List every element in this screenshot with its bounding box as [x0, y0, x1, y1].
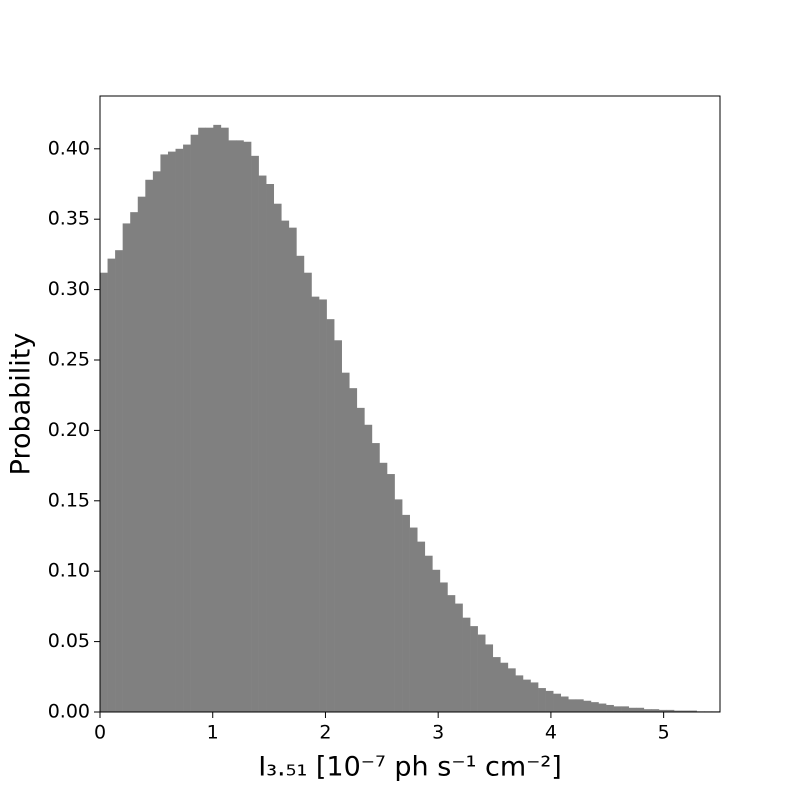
bar: [213, 124, 222, 712]
bar: [507, 668, 516, 712]
bar: [689, 710, 697, 712]
bar: [621, 706, 629, 712]
bar: [296, 255, 305, 713]
bar: [228, 140, 237, 713]
bar: [349, 388, 358, 712]
bar: [590, 702, 599, 712]
bar: [122, 223, 131, 712]
x-axis-label: I₃.₅₁ [10⁻⁷ ph s⁻¹ cm⁻²]: [258, 752, 561, 783]
bar: [243, 141, 252, 712]
y-tick-label: 0.20: [48, 419, 90, 441]
bar: [651, 709, 660, 712]
bar: [666, 709, 675, 712]
y-tick-label: 0.00: [48, 701, 90, 723]
bar: [183, 144, 191, 713]
y-axis-label: Probability: [6, 333, 37, 476]
bar: [130, 212, 139, 712]
bar: [454, 603, 463, 712]
bar: [326, 319, 335, 712]
bar: [334, 340, 342, 712]
bar: [583, 700, 592, 712]
bar: [628, 707, 637, 712]
bar: [160, 154, 169, 712]
bar: [477, 634, 486, 712]
x-tick-label: 4: [545, 722, 557, 744]
bar: [288, 227, 297, 712]
bar: [402, 514, 410, 712]
bar: [266, 184, 275, 712]
x-tick-label: 1: [207, 722, 219, 744]
bar: [273, 203, 282, 712]
x-tick-label: 0: [94, 722, 106, 744]
bar: [515, 675, 524, 712]
bar: [379, 462, 388, 712]
bar: [568, 699, 577, 712]
x-tick-label: 3: [432, 722, 444, 744]
bar: [658, 709, 667, 712]
bar: [674, 710, 682, 712]
bar: [137, 196, 146, 712]
x-tick-label: 5: [658, 722, 670, 744]
bar: [598, 703, 607, 712]
bar: [175, 148, 184, 713]
bar: [462, 617, 471, 712]
bar: [303, 272, 312, 712]
bar: [152, 171, 161, 712]
bar: [319, 299, 327, 712]
bar: [538, 688, 546, 712]
bar: [492, 657, 501, 712]
bar: [356, 407, 365, 712]
bar: [447, 595, 456, 712]
y-tick-label: 0.35: [48, 208, 90, 230]
y-tick-label: 0.10: [48, 560, 90, 582]
y-tick-label: 0.30: [48, 278, 90, 300]
bar: [190, 134, 199, 713]
bar: [394, 499, 403, 712]
plot-frame: [99, 95, 721, 713]
y-tick-label: 0.25: [48, 349, 90, 371]
bar: [613, 706, 622, 712]
bar: [220, 127, 229, 713]
bar: [432, 569, 441, 712]
bar: [281, 220, 290, 712]
y-tick-label: 0.05: [48, 630, 90, 652]
bar: [530, 682, 539, 712]
bar: [364, 424, 373, 712]
bar: [235, 140, 244, 713]
bar: [470, 626, 478, 712]
bar: [560, 696, 569, 712]
y-tick-label: 0.40: [48, 137, 90, 159]
bar: [371, 443, 380, 712]
bar: [145, 179, 154, 712]
bar: [545, 690, 554, 712]
bar: [681, 710, 690, 712]
bar: [606, 704, 614, 712]
bar: [205, 127, 214, 713]
bar: [485, 644, 494, 712]
bar: [198, 127, 207, 713]
bar: [311, 296, 320, 712]
bar: [553, 693, 562, 712]
bar: [107, 258, 116, 712]
bar: [575, 699, 584, 712]
bar: [417, 541, 426, 712]
bar: [258, 175, 267, 712]
bar: [251, 155, 259, 713]
bar: [643, 709, 652, 712]
bar: [409, 527, 418, 712]
bar: [439, 582, 448, 712]
y-tick-label: 0.15: [48, 489, 90, 511]
bar: [387, 474, 395, 712]
bar: [522, 679, 531, 712]
bar: [167, 151, 176, 713]
bar: [115, 250, 123, 712]
bar: [341, 372, 350, 712]
bar: [636, 707, 645, 712]
bar: [500, 662, 509, 712]
bar: [100, 272, 108, 712]
x-tick-label: 2: [319, 722, 331, 744]
bar: [424, 555, 433, 712]
